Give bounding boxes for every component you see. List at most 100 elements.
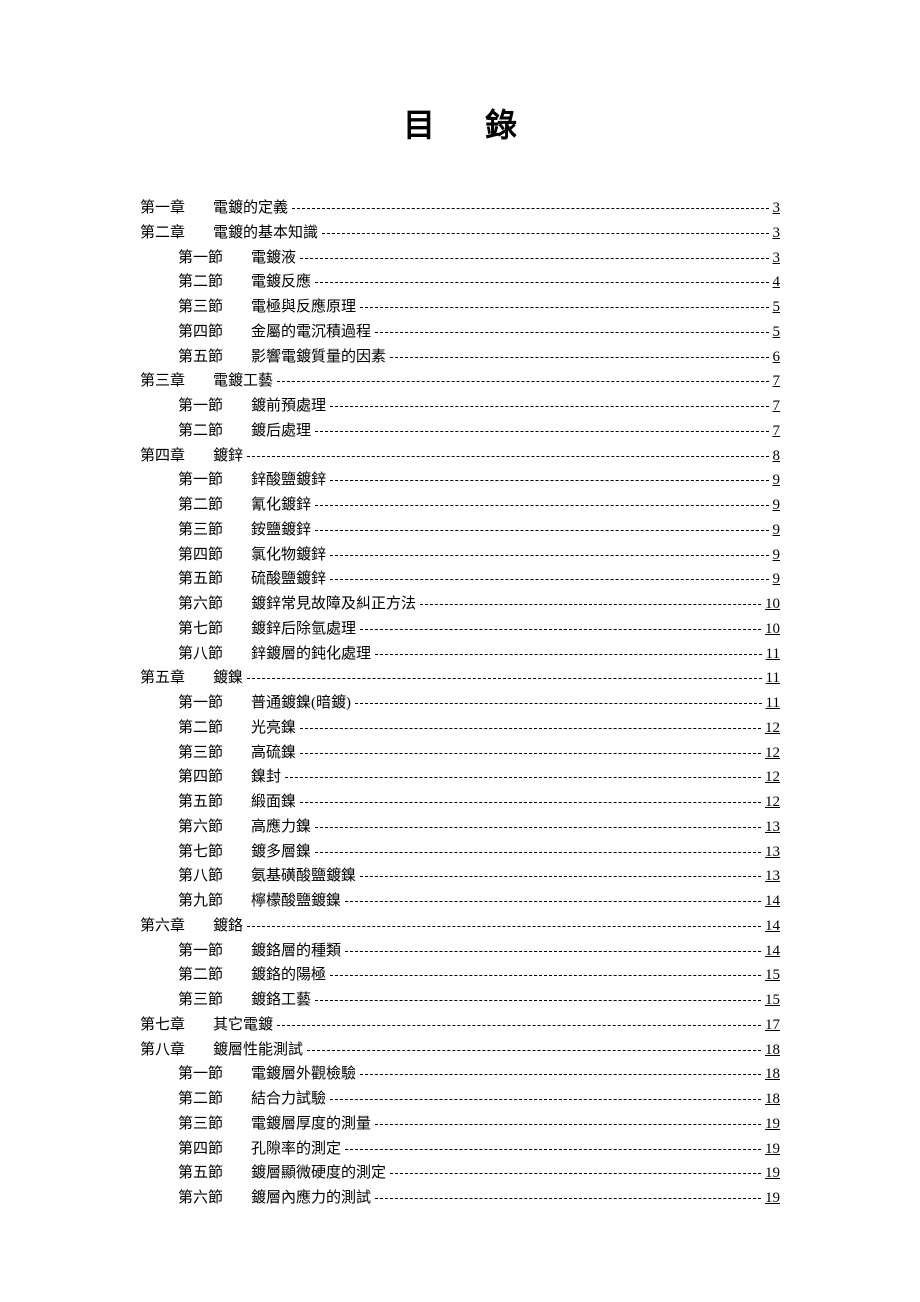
toc-entry[interactable]: 第一節鋅酸鹽鍍鋅9	[140, 468, 780, 493]
toc-text: 氰化鍍鋅	[251, 493, 311, 518]
toc-entry[interactable]: 第五節硫酸鹽鍍鋅9	[140, 567, 780, 592]
toc-entry[interactable]: 第四節鎳封12	[140, 765, 780, 790]
toc-number: 第一節	[178, 1062, 223, 1087]
toc-page: 7	[773, 394, 781, 419]
toc-entry[interactable]: 第五節影響電鍍質量的因素6	[140, 345, 780, 370]
toc-label: 第五節鍍層顯微硬度的測定	[178, 1161, 386, 1186]
toc-number: 第五節	[178, 567, 223, 592]
toc-label: 第四章鍍鋅	[140, 444, 243, 469]
toc-entry[interactable]: 第四節孔隙率的測定19	[140, 1137, 780, 1162]
toc-text: 鍍層內應力的測試	[251, 1186, 371, 1211]
toc-entry[interactable]: 第六章鍍鉻14	[140, 914, 780, 939]
toc-entry[interactable]: 第三節 高硫鎳 12	[140, 741, 780, 766]
toc-page: 13	[765, 864, 780, 889]
toc-entry[interactable]: 第七章其它電鍍17	[140, 1013, 780, 1038]
toc-entry[interactable]: 第二章電鍍的基本知識3	[140, 221, 780, 246]
toc-page: 5	[773, 295, 781, 320]
toc-label: 第二節結合力試驗	[178, 1087, 326, 1112]
toc-number: 第八章	[140, 1038, 185, 1063]
toc-entry[interactable]: 第八節氨基磺酸鹽鍍鎳13	[140, 864, 780, 889]
toc-page: 15	[765, 988, 780, 1013]
toc-number: 第七章	[140, 1013, 185, 1038]
toc-entry[interactable]: 第五章鍍鎳11	[140, 666, 780, 691]
toc-entry[interactable]: 第七節鍍多層鎳13	[140, 840, 780, 865]
toc-entry[interactable]: 第八章鍍層性能測試18	[140, 1038, 780, 1063]
toc-page: 9	[773, 543, 781, 568]
toc-entry[interactable]: 第九節檸檬酸鹽鍍鎳14	[140, 889, 780, 914]
toc-entry[interactable]: 第三章電鍍工藝7	[140, 369, 780, 394]
toc-number: 第一章	[140, 196, 185, 221]
toc-leader	[420, 604, 761, 605]
toc-leader	[277, 381, 768, 382]
toc-leader	[315, 282, 768, 283]
toc-entry[interactable]: 第七節鍍鋅后除氫處理10	[140, 617, 780, 642]
toc-number: 第三節	[178, 988, 223, 1013]
toc-leader	[300, 728, 761, 729]
toc-leader	[360, 629, 761, 630]
toc-page: 5	[773, 320, 781, 345]
toc-entry[interactable]: 第二節電鍍反應4	[140, 270, 780, 295]
toc-entry[interactable]: 第四節氯化物鍍鋅9	[140, 543, 780, 568]
toc-page: 3	[773, 196, 781, 221]
toc-entry[interactable]: 第二節鍍鉻的陽極15	[140, 963, 780, 988]
toc-number: 第三節	[178, 1112, 223, 1137]
toc-entry[interactable]: 第一章電鍍的定義 3	[140, 196, 780, 221]
toc-text: 鍍鉻層的種類	[251, 939, 341, 964]
toc-entry[interactable]: 第二節光亮鎳12	[140, 716, 780, 741]
toc-entry[interactable]: 第三節電鍍層厚度的測量19	[140, 1112, 780, 1137]
toc-text: 金屬的電沉積過程	[251, 320, 371, 345]
toc-number: 第一節	[178, 939, 223, 964]
toc-entry[interactable]: 第二節鍍后處理7	[140, 419, 780, 444]
toc-entry[interactable]: 第一節普通鍍鎳(暗鍍)11	[140, 691, 780, 716]
toc-leader	[277, 1025, 761, 1026]
toc-page: 11	[766, 666, 780, 691]
toc-leader	[330, 555, 768, 556]
toc-text: 鍍鋅后除氫處理	[251, 617, 356, 642]
toc-text: 檸檬酸鹽鍍鎳	[251, 889, 341, 914]
toc-label: 第一節普通鍍鎳(暗鍍)	[178, 691, 351, 716]
toc-entry[interactable]: 第二節結合力試驗18	[140, 1087, 780, 1112]
toc-page: 12	[765, 741, 780, 766]
toc-entry[interactable]: 第一節電鍍液3	[140, 246, 780, 271]
toc-entry[interactable]: 第六節鍍層內應力的測試19	[140, 1186, 780, 1211]
toc-entry[interactable]: 第六節高應力鎳13	[140, 815, 780, 840]
toc-entry[interactable]: 第六節鍍鋅常見故障及糾正方法10	[140, 592, 780, 617]
toc-entry[interactable]: 第三節銨鹽鍍鋅9	[140, 518, 780, 543]
toc-page: 12	[765, 765, 780, 790]
toc-leader	[330, 579, 768, 580]
toc-entry[interactable]: 第三節鍍鉻工藝 15	[140, 988, 780, 1013]
toc-entry[interactable]: 第三節電極與反應原理5	[140, 295, 780, 320]
toc-entry[interactable]: 第二節氰化鍍鋅9	[140, 493, 780, 518]
toc-label: 第六章鍍鉻	[140, 914, 243, 939]
toc-entry[interactable]: 第五節緞面鎳12	[140, 790, 780, 815]
toc-label: 第七章其它電鍍	[140, 1013, 273, 1038]
toc-text: 高硫鎳	[251, 741, 296, 766]
toc-number: 第五節	[178, 790, 223, 815]
toc-page: 9	[773, 468, 781, 493]
toc-text: 硫酸鹽鍍鋅	[251, 567, 326, 592]
toc-label: 第六節鍍鋅常見故障及糾正方法	[178, 592, 416, 617]
toc-number: 第四章	[140, 444, 185, 469]
toc-label: 第五節影響電鍍質量的因素	[178, 345, 386, 370]
toc-entry[interactable]: 第一節電鍍層外觀檢驗18	[140, 1062, 780, 1087]
toc-leader	[360, 307, 768, 308]
toc-label: 第一章電鍍的定義	[140, 196, 288, 221]
toc-entry[interactable]: 第一節鍍鉻層的種類14	[140, 939, 780, 964]
toc-entry[interactable]: 第五節鍍層顯微硬度的測定19	[140, 1161, 780, 1186]
toc-page: 9	[773, 518, 781, 543]
toc-entry[interactable]: 第四節金屬的電沉積過程5	[140, 320, 780, 345]
toc-number: 第一節	[178, 394, 223, 419]
toc-leader	[330, 1099, 761, 1100]
toc-entry[interactable]: 第四章鍍鋅8	[140, 444, 780, 469]
toc-leader	[345, 1149, 761, 1150]
toc-text: 鍍鎳	[213, 666, 243, 691]
toc-number: 第三節	[178, 741, 223, 766]
toc-leader	[315, 431, 768, 432]
toc-text: 電鍍的基本知識	[213, 221, 318, 246]
toc-label: 第一節鍍前預處理	[178, 394, 326, 419]
toc-text: 影響電鍍質量的因素	[251, 345, 386, 370]
toc-label: 第三節鍍鉻工藝	[178, 988, 311, 1013]
toc-page: 19	[765, 1186, 780, 1211]
toc-entry[interactable]: 第一節鍍前預處理 7	[140, 394, 780, 419]
toc-entry[interactable]: 第八節鋅鍍層的鈍化處理11	[140, 642, 780, 667]
